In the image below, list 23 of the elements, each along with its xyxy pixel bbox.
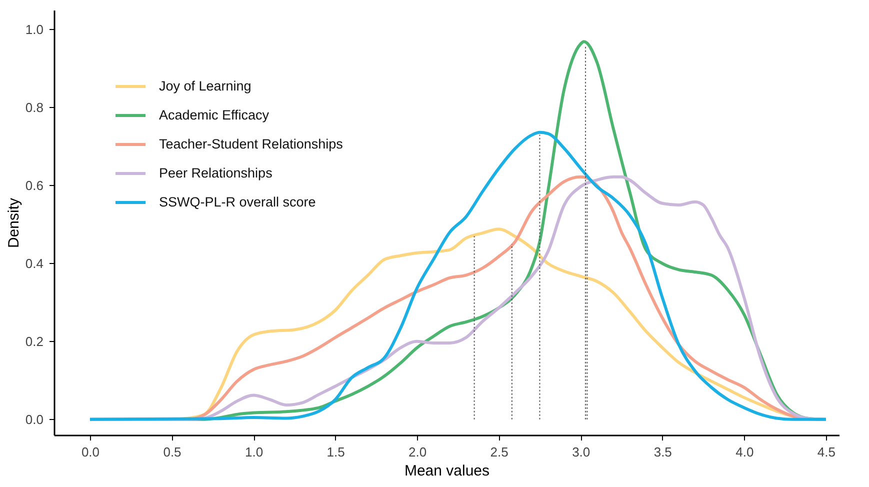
y-tick-label: 0.6 [25,178,44,193]
legend-label: Teacher-Student Relationships [159,136,344,152]
y-tick-label: 0.4 [25,256,44,271]
x-tick-label: 0.5 [163,444,182,460]
x-tick-label: 3.5 [654,444,672,460]
y-tick-label: 1.0 [25,22,44,37]
x-tick-label: 2.0 [408,444,427,460]
x-tick-label: 4.5 [817,444,836,460]
legend-label: Joy of Learning [159,78,252,94]
y-tick-label: 0.0 [25,412,44,427]
x-tick-label: 3.0 [572,444,590,460]
x-tick-label: 0.0 [81,444,100,460]
y-axis-title: Density [5,198,22,248]
x-tick-label: 1.0 [244,444,264,460]
legend-label: Peer Relationships [159,166,273,180]
y-tick-label: 0.8 [25,100,44,115]
legend-label: SSWQ-PL-R overall score [159,194,316,210]
x-tick-label: 4.0 [736,444,754,460]
x-axis-title: Mean values [404,462,490,480]
x-tick-label: 1.5 [326,444,345,460]
x-tick-label: 2.5 [490,444,508,460]
legend-label: Academic Efficacy [159,108,270,122]
y-tick-label: 0.2 [25,334,44,349]
